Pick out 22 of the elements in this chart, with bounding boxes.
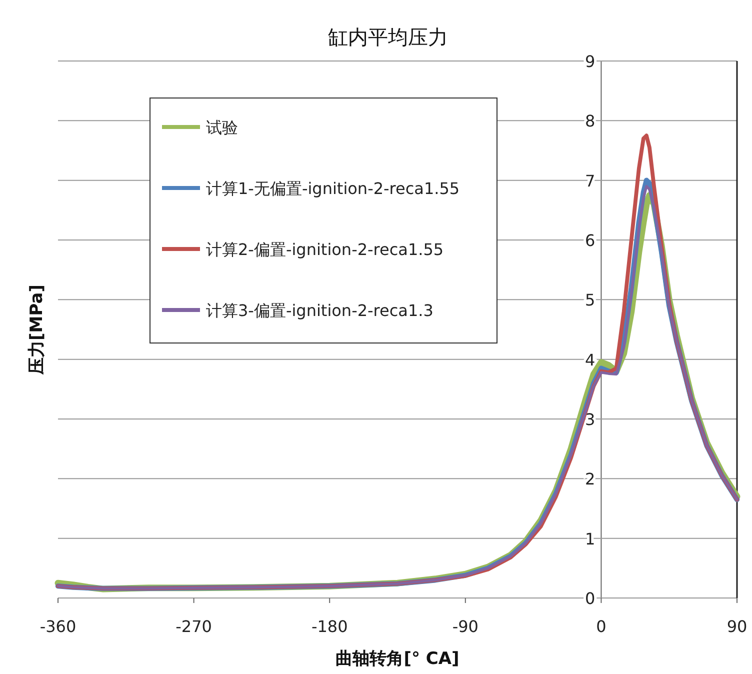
y-axis-title: 压力[MPa] (27, 284, 47, 376)
legend-label: 试验 (206, 118, 238, 137)
y-tick-label: 3 (585, 410, 596, 429)
y-tick-label: 7 (585, 171, 596, 190)
legend-label: 计算2-偏置-ignition-2-reca1.55 (206, 240, 444, 259)
y-tick-label: 8 (585, 112, 596, 131)
x-tick-label: -270 (176, 617, 212, 636)
y-tick-label: 1 (585, 529, 596, 548)
y-tick-label: 0 (585, 589, 596, 608)
x-tick-label: -360 (40, 617, 76, 636)
chart-title: 缸内平均压力 (328, 25, 448, 49)
x-axis-title: 曲轴转角[° CA] (336, 649, 460, 669)
y-tick-label: 5 (585, 290, 596, 310)
x-tick-label: -90 (452, 617, 478, 636)
y-tick-label: 4 (585, 350, 596, 370)
y-tick-label: 2 (585, 470, 596, 489)
x-tick-label: 90 (726, 617, 748, 636)
legend-label: 计算3-偏置-ignition-2-reca1.3 (206, 301, 434, 320)
x-tick-label: -180 (311, 617, 348, 636)
y-tick-label: 9 (585, 52, 596, 71)
legend-label: 计算1-无偏置-ignition-2-reca1.55 (206, 179, 460, 198)
y-tick-label: 6 (585, 231, 596, 250)
